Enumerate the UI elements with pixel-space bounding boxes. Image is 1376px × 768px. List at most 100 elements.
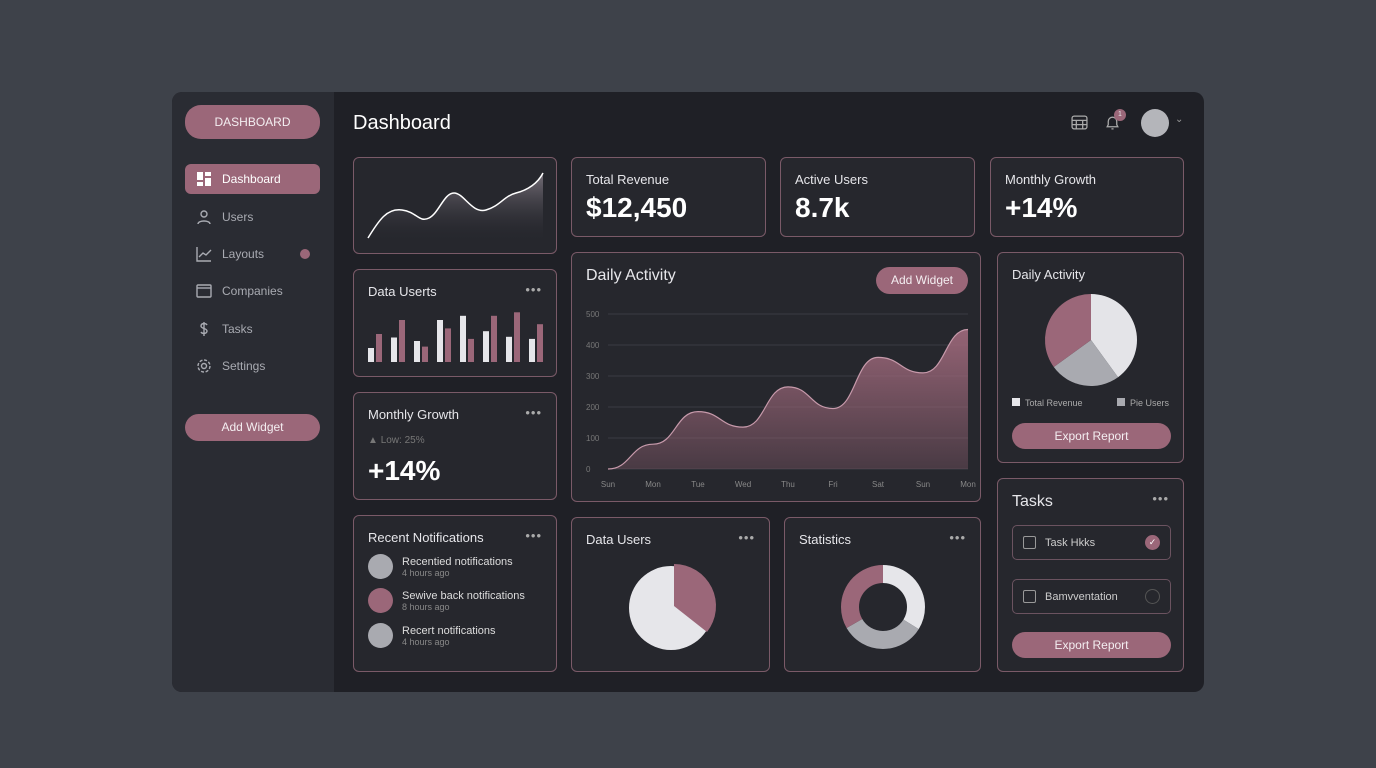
add-widget-button[interactable]: Add Widget [876,267,968,294]
circle-icon[interactable] [1145,589,1160,604]
x-tick-label: Sat [872,480,885,489]
pie-slice [1091,294,1137,378]
page-title: Dashboard [353,112,451,134]
y-tick-label: 500 [586,310,600,319]
bar [460,315,466,362]
bar [422,346,428,362]
legend-swatch [1012,398,1020,406]
bar [445,328,451,362]
sidebar-item-companies[interactable]: Companies [185,276,320,306]
more-icon[interactable]: ••• [738,530,755,545]
more-icon[interactable]: ••• [525,282,542,297]
stat-value: 8.7k [795,192,850,223]
bar [376,334,382,362]
notification-avatar [368,588,393,613]
bell-icon[interactable] [1104,114,1121,131]
donut-slice [841,565,925,649]
sidebar: DASHBOARD Dashboard Users Layouts Compan… [172,92,334,692]
y-tick-label: 400 [586,341,600,350]
bar-chart [368,312,543,362]
export-report-button[interactable]: Export Report [1012,423,1171,449]
more-icon[interactable]: ••• [1152,491,1169,506]
legend-swatch [1117,398,1125,406]
x-tick-label: Mon [645,480,661,489]
sidebar-item-dashboard[interactable]: Dashboard [185,164,320,194]
notification-text: Recentied notifications [402,555,513,568]
bar [514,312,520,362]
y-tick-label: 200 [586,403,600,412]
growth-value: +14% [368,455,441,486]
stat-value: +14% [1005,192,1078,223]
x-tick-label: Mon [960,480,976,489]
card-title: Statistics [799,532,852,547]
sidebar-item-tasks[interactable]: Tasks [185,314,320,344]
x-tick-label: Sun [601,480,615,489]
area-line [607,328,969,470]
brand-button[interactable]: DASHBOARD [185,105,320,139]
data-userts-card: Data Userts ••• [353,269,557,377]
bar [529,338,535,362]
statistics-card: Statistics ••• [784,517,981,672]
bar [414,341,420,362]
notification-item[interactable]: Recentied notifications 4 hours ago [368,554,513,579]
card-title: Daily Activity [586,267,676,284]
check-circle-icon[interactable]: ✓ [1145,535,1160,550]
gear-icon [197,359,211,373]
area-chart: 0 100 200 300 400 500 Sun Mon Tue Wed Thu Fri Sat Sun… [586,310,976,489]
notification-time: 8 hours ago [402,601,450,612]
sparkline-chart [367,172,544,243]
sidebar-item-settings[interactable]: Settings [185,351,320,381]
x-tick-label: Fri [828,480,838,489]
dollar-icon [200,322,208,336]
donut-chart [841,565,925,649]
more-icon[interactable]: ••• [525,528,542,543]
sidebar-item-users[interactable]: Users [185,202,320,232]
label: Users [222,210,254,224]
calendar-icon[interactable] [1071,114,1088,131]
checkbox[interactable] [1023,590,1036,603]
more-icon[interactable]: ••• [949,530,966,545]
task-item[interactable]: Task Hkks ✓ [1012,525,1171,560]
stat-card-users: Active Users 8.7k [780,157,975,237]
notification-time: 4 hours ago [402,636,450,647]
add-widget-button[interactable]: Add Widget [185,414,320,441]
area-fill [608,329,968,469]
notification-item[interactable]: Sewive back notifications 8 hours ago [368,588,525,613]
export-report-button[interactable]: Export Report [1012,632,1171,658]
checkbox[interactable] [1023,536,1036,549]
card-title: Monthly Growth [368,407,460,422]
bar [537,324,543,362]
y-tick-label: 100 [586,434,600,443]
bar [368,348,374,362]
sidebar-item-layouts[interactable]: Layouts [185,239,320,269]
avatar[interactable] [1141,109,1169,137]
x-tick-label: Wed [735,480,751,489]
grid-icon [197,172,211,186]
notification-avatar [368,623,393,648]
more-icon[interactable]: ••• [525,405,542,420]
legend-label: Pie Users [1130,398,1170,408]
stat-label: Monthly Growth [1005,172,1097,187]
label: Tasks [222,322,253,336]
stat-card-growth: Monthly Growth +14% [990,157,1184,237]
pie-slice [1045,294,1091,368]
task-item[interactable]: Bamvventation [1012,579,1171,614]
card-title: Daily Activity [1012,267,1085,282]
pie-slice [674,564,717,632]
notification-text: Sewive back notifications [402,589,525,602]
bar [437,320,443,362]
pie-chart [629,564,717,650]
tasks-card: Tasks ••• Task Hkks ✓ Bamvventation Expor… [997,478,1184,672]
card-title: Data Userts [368,284,437,299]
notification-item[interactable]: Recert notifications 4 hours ago [368,623,496,648]
app-window: DASHBOARD Dashboard Users Layouts Compan… [172,92,1204,692]
notification-badge: 1 [1114,109,1126,121]
card-title: Recent Notifications [368,530,484,545]
bar [391,337,397,362]
bar [491,315,497,362]
notification-avatar [368,554,393,579]
chevron-down-icon[interactable]: ⌄ [1175,114,1184,125]
card-title: Data Users [586,532,652,547]
bar [399,320,405,362]
label: Settings [222,359,266,373]
